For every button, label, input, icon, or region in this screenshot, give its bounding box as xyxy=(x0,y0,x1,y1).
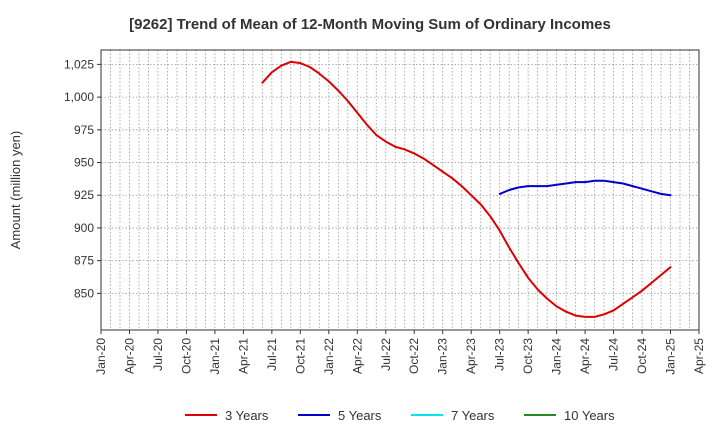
x-tick-label: Oct-22 xyxy=(407,338,421,374)
legend-label-7-years: 7 Years xyxy=(451,408,495,423)
x-tick-label: Jan-25 xyxy=(664,338,678,375)
grid xyxy=(101,50,699,330)
x-tick-label: Oct-24 xyxy=(635,338,649,374)
chart-title: [9262] Trend of Mean of 12-Month Moving … xyxy=(129,16,611,33)
y-tick-label: 925 xyxy=(74,188,94,202)
plot-area xyxy=(101,50,699,330)
y-tick-label: 1,025 xyxy=(64,57,94,71)
y-tick-label: 850 xyxy=(74,286,94,300)
series-line-5-years xyxy=(498,179,672,197)
y-tick-label: 875 xyxy=(74,254,94,268)
x-tick-label: Jul-22 xyxy=(379,338,393,371)
x-tick-label: Apr-20 xyxy=(122,338,136,374)
x-tick-label: Apr-23 xyxy=(464,338,478,374)
y-tick-label: 950 xyxy=(74,156,94,170)
x-tick-label: Apr-24 xyxy=(578,338,592,374)
x-tick-label: Jan-23 xyxy=(436,338,450,375)
y-tick-label: 1,000 xyxy=(64,90,94,104)
x-tick-label: Jul-20 xyxy=(151,338,165,371)
x-axis: Jan-20 Apr-20 Jul-20 Oct-20 Jan-21 Apr-21 Jul-… xyxy=(94,330,706,375)
y-tick-label: 900 xyxy=(74,221,94,235)
x-tick-label: Apr-25 xyxy=(692,338,706,374)
x-tick-label: Apr-21 xyxy=(236,338,250,374)
series-line-3-years xyxy=(261,60,672,318)
legend-label-10-years: 10 Years xyxy=(564,408,615,423)
series-group xyxy=(261,60,672,318)
x-tick-label: Jan-22 xyxy=(322,338,336,375)
plot-frame xyxy=(100,49,700,331)
x-tick-label: Jan-20 xyxy=(94,338,108,375)
x-tick-label: Jul-21 xyxy=(265,338,279,371)
x-tick-label: Oct-23 xyxy=(521,338,535,374)
y-tick-label: 975 xyxy=(74,123,94,137)
legend-label-3-years: 3 Years xyxy=(225,408,269,423)
x-tick-label: Jan-24 xyxy=(550,338,564,375)
x-tick-label: Jan-21 xyxy=(208,338,222,375)
y-axis: 850 875 900 925 950 975 1,000 1,025 xyxy=(64,57,101,300)
legend: 3 Years 5 Years 7 Years 10 Years xyxy=(185,408,615,423)
x-tick-label: Jul-24 xyxy=(607,338,621,371)
x-tick-label: Jul-23 xyxy=(493,338,507,371)
legend-label-5-years: 5 Years xyxy=(338,408,382,423)
x-tick-label: Apr-22 xyxy=(350,338,364,374)
x-tick-label: Oct-20 xyxy=(179,338,193,374)
y-axis-label: Amount (million yen) xyxy=(8,131,23,250)
x-tick-label: Oct-21 xyxy=(293,338,307,374)
